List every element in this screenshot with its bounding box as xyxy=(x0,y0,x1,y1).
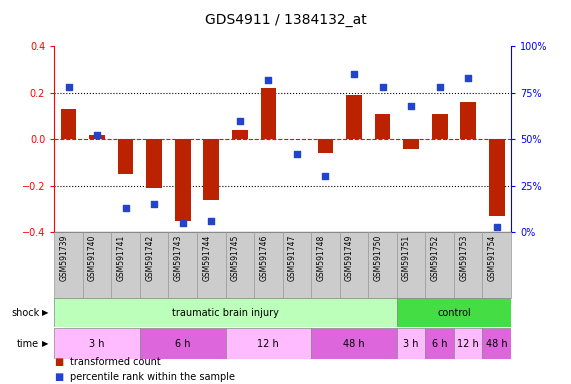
Text: 48 h: 48 h xyxy=(343,339,365,349)
Bar xyxy=(489,139,505,216)
Bar xyxy=(140,328,226,359)
Bar xyxy=(397,328,425,359)
Text: ▶: ▶ xyxy=(42,308,48,317)
Point xyxy=(264,76,273,83)
Text: GSM591749: GSM591749 xyxy=(345,234,354,281)
Bar xyxy=(61,109,77,139)
Bar xyxy=(197,232,226,298)
Text: GSM591747: GSM591747 xyxy=(288,234,297,281)
Point xyxy=(407,103,416,109)
Text: GSM591742: GSM591742 xyxy=(145,234,154,281)
Text: GSM591750: GSM591750 xyxy=(373,234,383,281)
Point xyxy=(292,151,301,157)
Bar xyxy=(226,328,311,359)
Text: GSM591739: GSM591739 xyxy=(59,234,69,281)
Bar xyxy=(54,232,83,298)
Bar xyxy=(83,232,111,298)
Text: GSM591744: GSM591744 xyxy=(202,234,211,281)
Bar xyxy=(397,298,511,327)
Text: 12 h: 12 h xyxy=(258,339,279,349)
Bar xyxy=(226,232,254,298)
Text: percentile rank within the sample: percentile rank within the sample xyxy=(70,372,235,382)
Text: ■: ■ xyxy=(54,372,63,382)
Bar xyxy=(111,232,140,298)
Text: GSM591748: GSM591748 xyxy=(316,234,325,281)
Bar xyxy=(403,139,419,149)
Text: ■: ■ xyxy=(54,358,63,367)
Text: 6 h: 6 h xyxy=(432,339,448,349)
Text: 3 h: 3 h xyxy=(89,339,105,349)
Text: GSM591745: GSM591745 xyxy=(231,234,240,281)
Bar xyxy=(482,328,511,359)
Point xyxy=(207,218,216,224)
Point xyxy=(150,201,159,207)
Text: GSM591751: GSM591751 xyxy=(402,234,411,281)
Bar xyxy=(311,232,340,298)
Bar xyxy=(254,232,283,298)
Bar xyxy=(397,232,425,298)
Bar xyxy=(203,139,219,200)
Bar xyxy=(311,328,397,359)
Text: GSM591754: GSM591754 xyxy=(488,234,497,281)
Text: GSM591741: GSM591741 xyxy=(116,234,126,281)
Bar xyxy=(425,232,454,298)
Bar xyxy=(118,139,134,174)
Text: transformed count: transformed count xyxy=(70,358,161,367)
Text: GSM591743: GSM591743 xyxy=(174,234,183,281)
Bar xyxy=(283,232,311,298)
Text: ▶: ▶ xyxy=(42,339,48,348)
Text: GSM591753: GSM591753 xyxy=(459,234,468,281)
Bar xyxy=(89,134,105,139)
Point xyxy=(64,84,73,90)
Bar xyxy=(232,130,248,139)
Bar xyxy=(175,139,191,221)
Text: 6 h: 6 h xyxy=(175,339,191,349)
Bar xyxy=(317,139,333,153)
Point xyxy=(378,84,387,90)
Bar xyxy=(346,95,362,139)
Bar xyxy=(375,114,391,139)
Point xyxy=(321,174,330,180)
Point xyxy=(435,84,444,90)
Bar xyxy=(168,232,197,298)
Point xyxy=(235,118,244,124)
Point xyxy=(178,220,187,226)
Bar xyxy=(146,139,162,188)
Point xyxy=(93,132,102,139)
Point xyxy=(349,71,359,77)
Bar xyxy=(460,102,476,139)
Point xyxy=(492,223,501,230)
Bar xyxy=(425,328,454,359)
Bar xyxy=(340,232,368,298)
Text: 48 h: 48 h xyxy=(486,339,508,349)
Text: GDS4911 / 1384132_at: GDS4911 / 1384132_at xyxy=(204,13,367,27)
Point xyxy=(464,74,473,81)
Bar xyxy=(54,328,140,359)
Bar xyxy=(482,232,511,298)
Bar xyxy=(260,88,276,139)
Bar xyxy=(140,232,168,298)
Bar xyxy=(454,232,482,298)
Text: shock: shock xyxy=(11,308,39,318)
Bar xyxy=(432,114,448,139)
Bar xyxy=(54,298,397,327)
Bar xyxy=(368,232,397,298)
Text: 3 h: 3 h xyxy=(403,339,419,349)
Text: GSM591746: GSM591746 xyxy=(259,234,268,281)
Point xyxy=(121,205,130,211)
Text: control: control xyxy=(437,308,471,318)
Text: traumatic brain injury: traumatic brain injury xyxy=(172,308,279,318)
Text: GSM591752: GSM591752 xyxy=(431,234,440,281)
Text: 12 h: 12 h xyxy=(457,339,479,349)
Text: time: time xyxy=(17,339,39,349)
Bar xyxy=(454,328,482,359)
Text: GSM591740: GSM591740 xyxy=(88,234,97,281)
